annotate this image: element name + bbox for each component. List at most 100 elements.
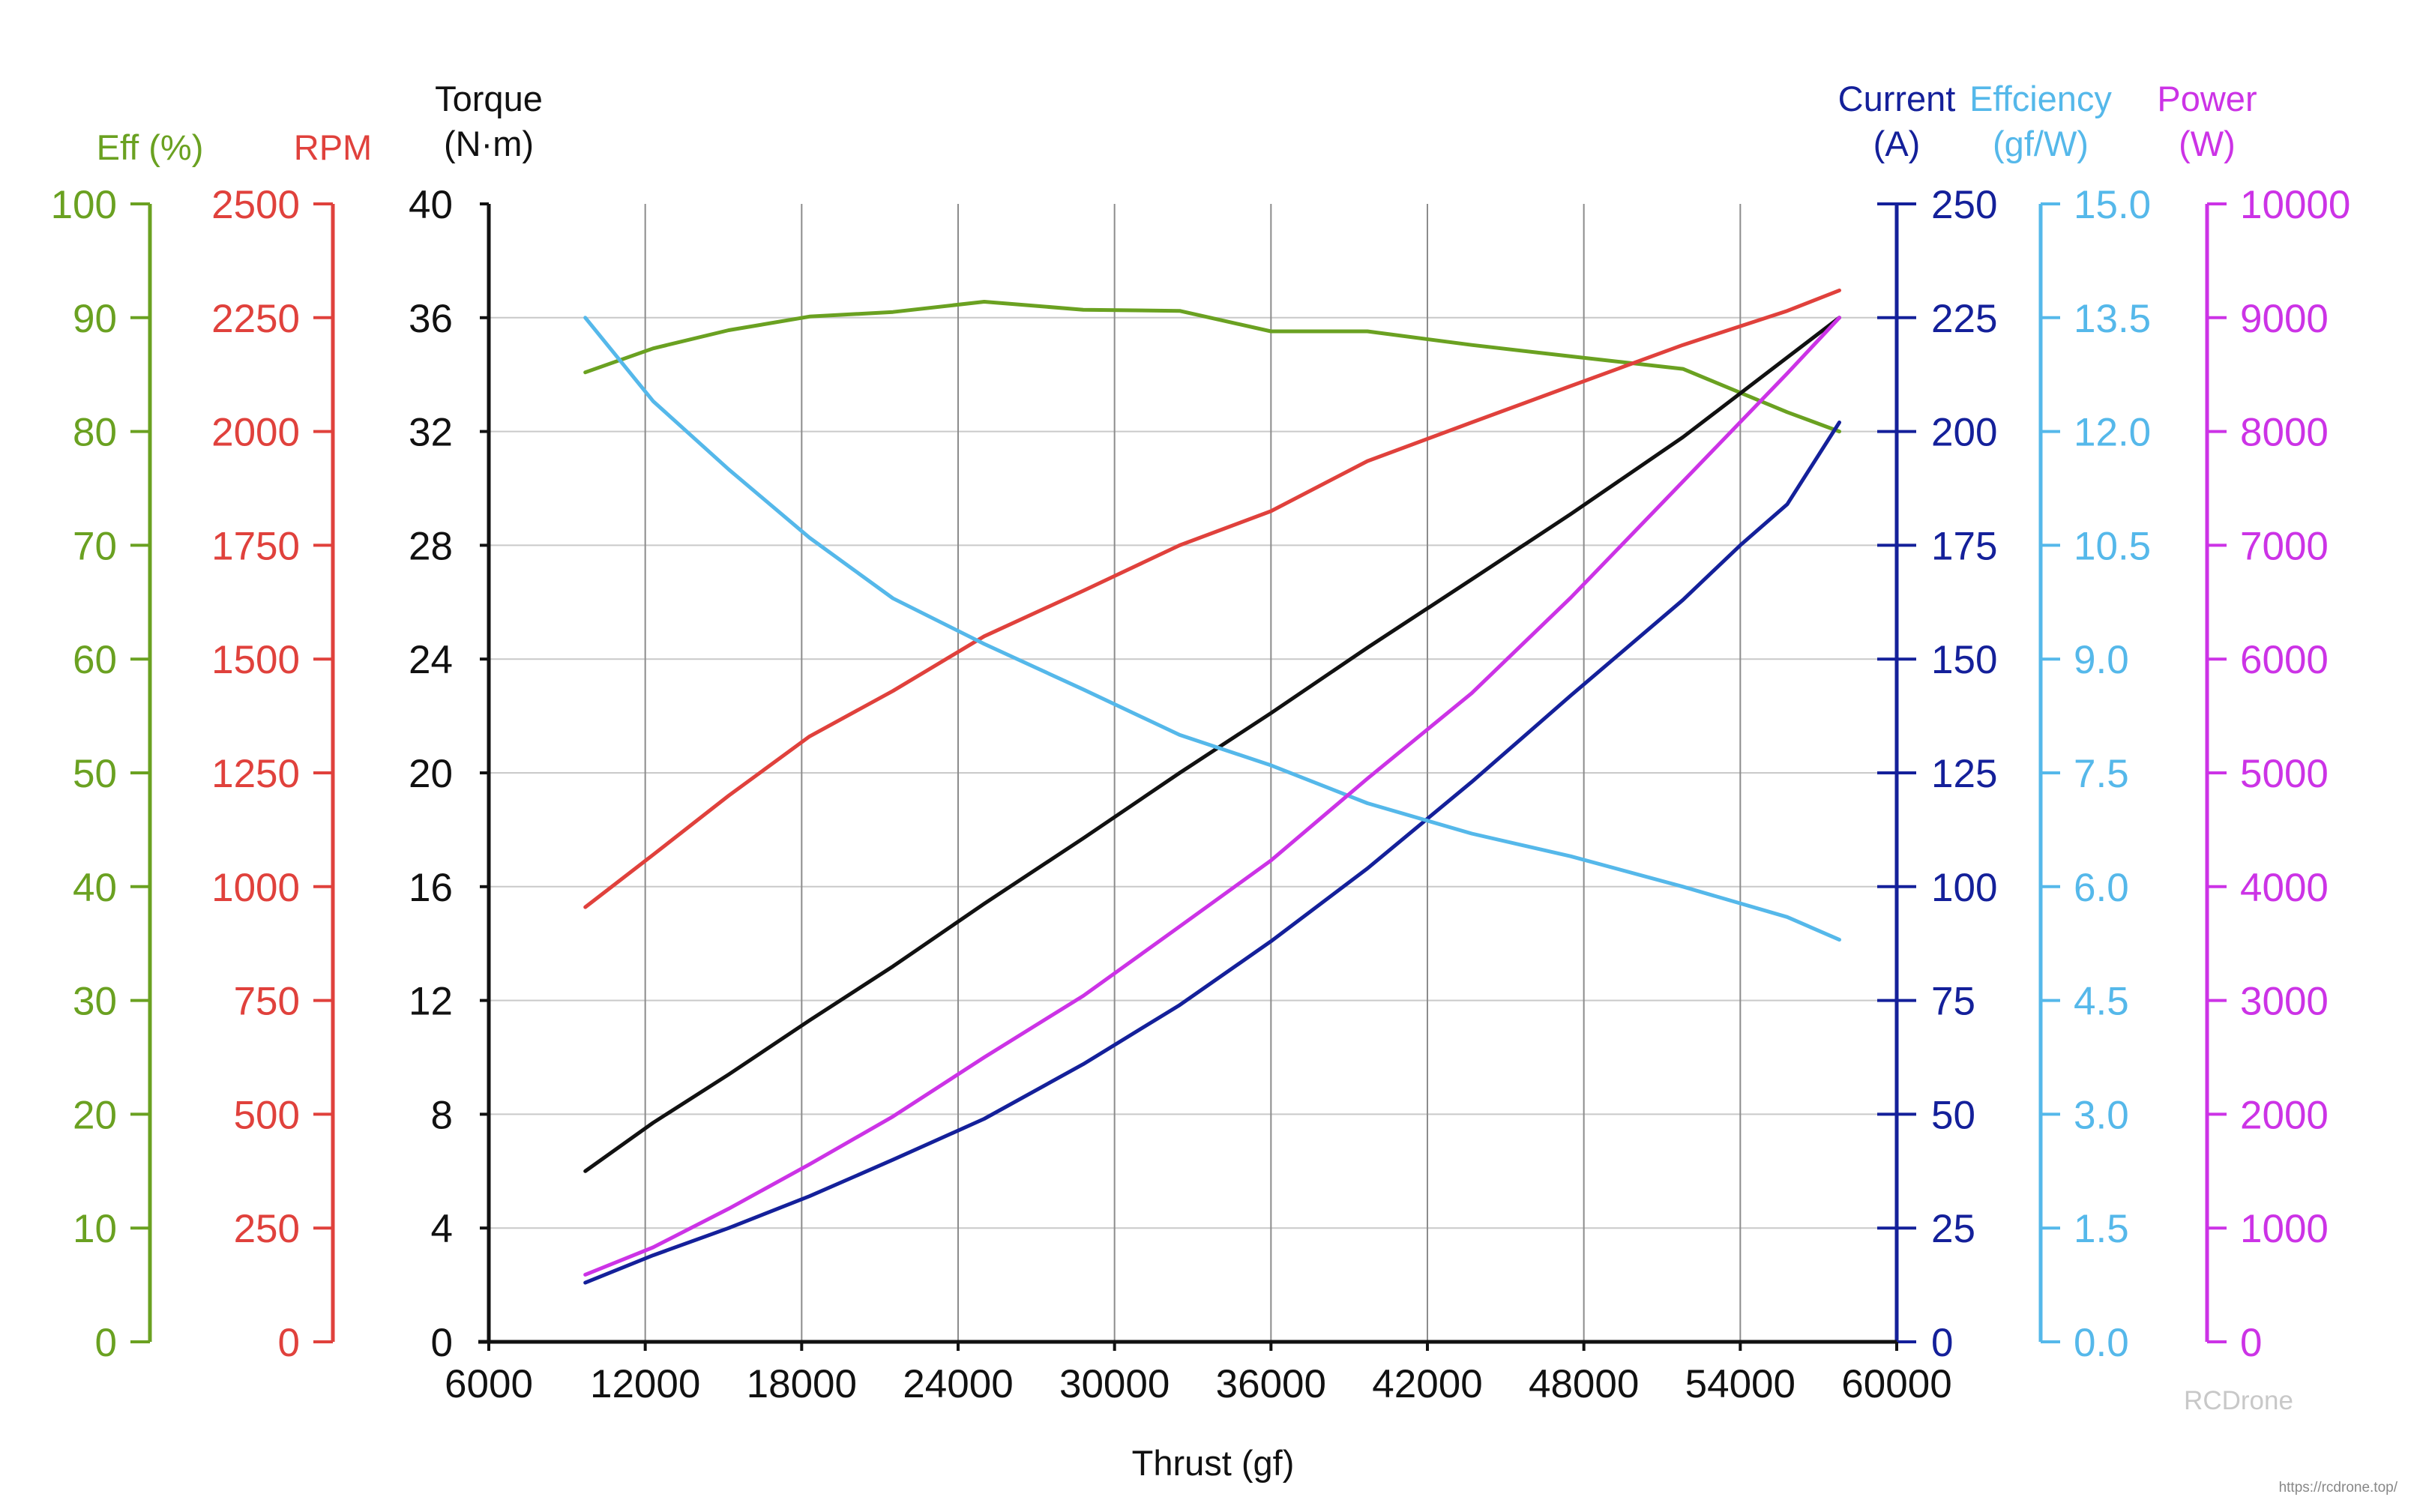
axis-tick-label-current: 75: [1931, 980, 1975, 1024]
axis-title-current: Current: [1838, 79, 1956, 118]
grid: [489, 204, 1897, 1342]
x-axis: 6000 12000 18000 24000 30000 36000 42000 48000 5…: [445, 1340, 1952, 1406]
axis-tick-label-eff: 10: [73, 1207, 117, 1251]
axis-gfw: 0.0 1.5 3.0 4.5 6.0 7.5 9.0 10.5 12.0 13.5 15.0 Eff…: [1969, 79, 2151, 1365]
axis-tick-label-gfw: 0.0: [2074, 1321, 2129, 1365]
axis-tick-label-power: 7000: [2240, 524, 2329, 568]
axis-tick-label-eff: 20: [73, 1093, 117, 1137]
axis-title-rpm: RPM: [294, 127, 372, 167]
axis-title-torque: (N·m): [444, 124, 534, 163]
axis-tick-label-current: 225: [1931, 297, 1997, 341]
axis-tick-label-power: 8000: [2240, 411, 2329, 455]
axis-tick-label-torque: 20: [409, 752, 453, 796]
axis-tick-label-eff: 90: [73, 297, 117, 341]
axis-tick-label-eff: 60: [73, 638, 117, 682]
axis-tick-label-gfw: 13.5: [2074, 297, 2151, 341]
axis-tick-label-torque: 36: [409, 297, 453, 341]
axis-tick-label-eff: 40: [73, 866, 117, 910]
axis-tick-label-power: 4000: [2240, 866, 2329, 910]
axis-title-power: (W): [2179, 124, 2236, 163]
axis-tick-label-current: 125: [1931, 752, 1997, 796]
axis-tick-label-rpm: 500: [234, 1093, 300, 1137]
axis-title-power: Power: [2157, 79, 2257, 118]
axis-tick-label-gfw: 6.0: [2074, 866, 2129, 910]
axis-tick-label-rpm: 2500: [211, 183, 300, 227]
axis-tick-label-current: 250: [1931, 183, 1997, 227]
axis-tick-label-eff: 0: [95, 1321, 117, 1365]
axis-tick-label-rpm: 0: [278, 1321, 300, 1365]
x-axis-tick-label: 36000: [1216, 1362, 1326, 1406]
axis-tick-label-eff: 100: [51, 183, 117, 227]
x-axis-tick-label: 30000: [1059, 1362, 1170, 1406]
axis-tick-label-rpm: 1250: [211, 752, 300, 796]
axis-eff: 0 10 20 30 40 50 60 70 80 90 100 Eff (%): [51, 127, 204, 1365]
axis-tick-label-rpm: 1500: [211, 638, 300, 682]
axis-tick-label-eff: 80: [73, 411, 117, 455]
x-axis-tick-label: 12000: [590, 1362, 700, 1406]
axis-title-gfw: Effciency: [1969, 79, 2112, 118]
axis-title-torque: Torque: [435, 79, 543, 118]
axis-tick-label-power: 10000: [2240, 183, 2350, 227]
axis-tick-label-rpm: 1000: [211, 866, 300, 910]
x-axis-tick-label: 60000: [1841, 1362, 1951, 1406]
axis-tick-label-gfw: 15.0: [2074, 183, 2151, 227]
x-axis-tick-label: 24000: [903, 1362, 1013, 1406]
series-lines: [583, 288, 1841, 1285]
axis-title-eff: Eff (%): [97, 127, 204, 167]
axis-tick-label-power: 2000: [2240, 1093, 2329, 1137]
axis-power: 0 1000 2000 3000 4000 5000 6000 7000 8000 9000 100…: [2157, 79, 2350, 1365]
axis-tick-label-rpm: 2250: [211, 297, 300, 341]
axis-tick-label-eff: 70: [73, 524, 117, 568]
axis-tick-label-power: 9000: [2240, 297, 2329, 341]
watermark-url: https://rcdrone.top/: [2279, 1480, 2398, 1496]
axis-tick-label-torque: 8: [431, 1093, 453, 1137]
axis-tick-label-torque: 28: [409, 524, 453, 568]
axis-tick-label-current: 25: [1931, 1207, 1975, 1251]
series-line-gfw: [583, 316, 1841, 942]
axis-tick-label-current: 150: [1931, 638, 1997, 682]
axis-current: 0 25 50 75 100 125 150 175 200 225 250 Current (A): [1838, 79, 1998, 1365]
axis-tick-label-torque: 40: [409, 183, 453, 227]
axis-tick-label-torque: 4: [431, 1207, 453, 1251]
watermark-brand: RCDrone: [2184, 1386, 2293, 1415]
axis-tick-label-power: 0: [2240, 1321, 2262, 1365]
axis-tick-label-current: 200: [1931, 411, 1997, 455]
axis-tick-label-torque: 16: [409, 866, 453, 910]
axis-tick-label-torque: 0: [431, 1321, 453, 1365]
axis-tick-label-eff: 50: [73, 752, 117, 796]
x-axis-tick-label: 18000: [747, 1362, 857, 1406]
axis-tick-label-gfw: 4.5: [2074, 980, 2129, 1024]
axis-torque: 0 4 8 12 16 20 24 28 32 36 40 Torque (N·m): [409, 79, 543, 1365]
series-line-eff: [583, 300, 1841, 434]
axis-tick-label-gfw: 10.5: [2074, 524, 2151, 568]
series-line-rpm: [583, 288, 1841, 909]
axis-tick-label-torque: 32: [409, 411, 453, 455]
x-axis-tick-label: 6000: [445, 1362, 533, 1406]
axis-title-gfw: (gf/W): [1993, 124, 2089, 163]
axis-tick-label-current: 100: [1931, 866, 1997, 910]
x-axis-tick-label: 42000: [1372, 1362, 1482, 1406]
axis-tick-label-eff: 30: [73, 980, 117, 1024]
axis-tick-label-gfw: 3.0: [2074, 1093, 2129, 1137]
series-line-current: [583, 421, 1841, 1285]
axis-tick-label-gfw: 12.0: [2074, 411, 2151, 455]
axis-tick-label-power: 5000: [2240, 752, 2329, 796]
axis-tick-label-torque: 12: [409, 980, 453, 1024]
axis-tick-label-torque: 24: [409, 638, 453, 682]
axis-tick-label-rpm: 1750: [211, 524, 300, 568]
axis-tick-label-gfw: 1.5: [2074, 1207, 2129, 1251]
x-axis-tick-label: 48000: [1529, 1362, 1639, 1406]
axis-tick-label-gfw: 9.0: [2074, 638, 2129, 682]
axis-tick-label-power: 6000: [2240, 638, 2329, 682]
axis-tick-label-power: 1000: [2240, 1207, 2329, 1251]
axis-tick-label-power: 3000: [2240, 980, 2329, 1024]
axis-tick-label-rpm: 750: [234, 980, 300, 1024]
axis-tick-label-gfw: 7.5: [2074, 752, 2129, 796]
x-axis-tick-label: 54000: [1685, 1362, 1796, 1406]
series-line-power: [583, 316, 1841, 1277]
x-axis-title: Thrust (gf): [1132, 1443, 1295, 1483]
axis-rpm: 0 250 500 750 1000 1250 1500 1750 2000 2250 2500 RP…: [211, 127, 372, 1365]
axis-tick-label-rpm: 250: [234, 1207, 300, 1251]
